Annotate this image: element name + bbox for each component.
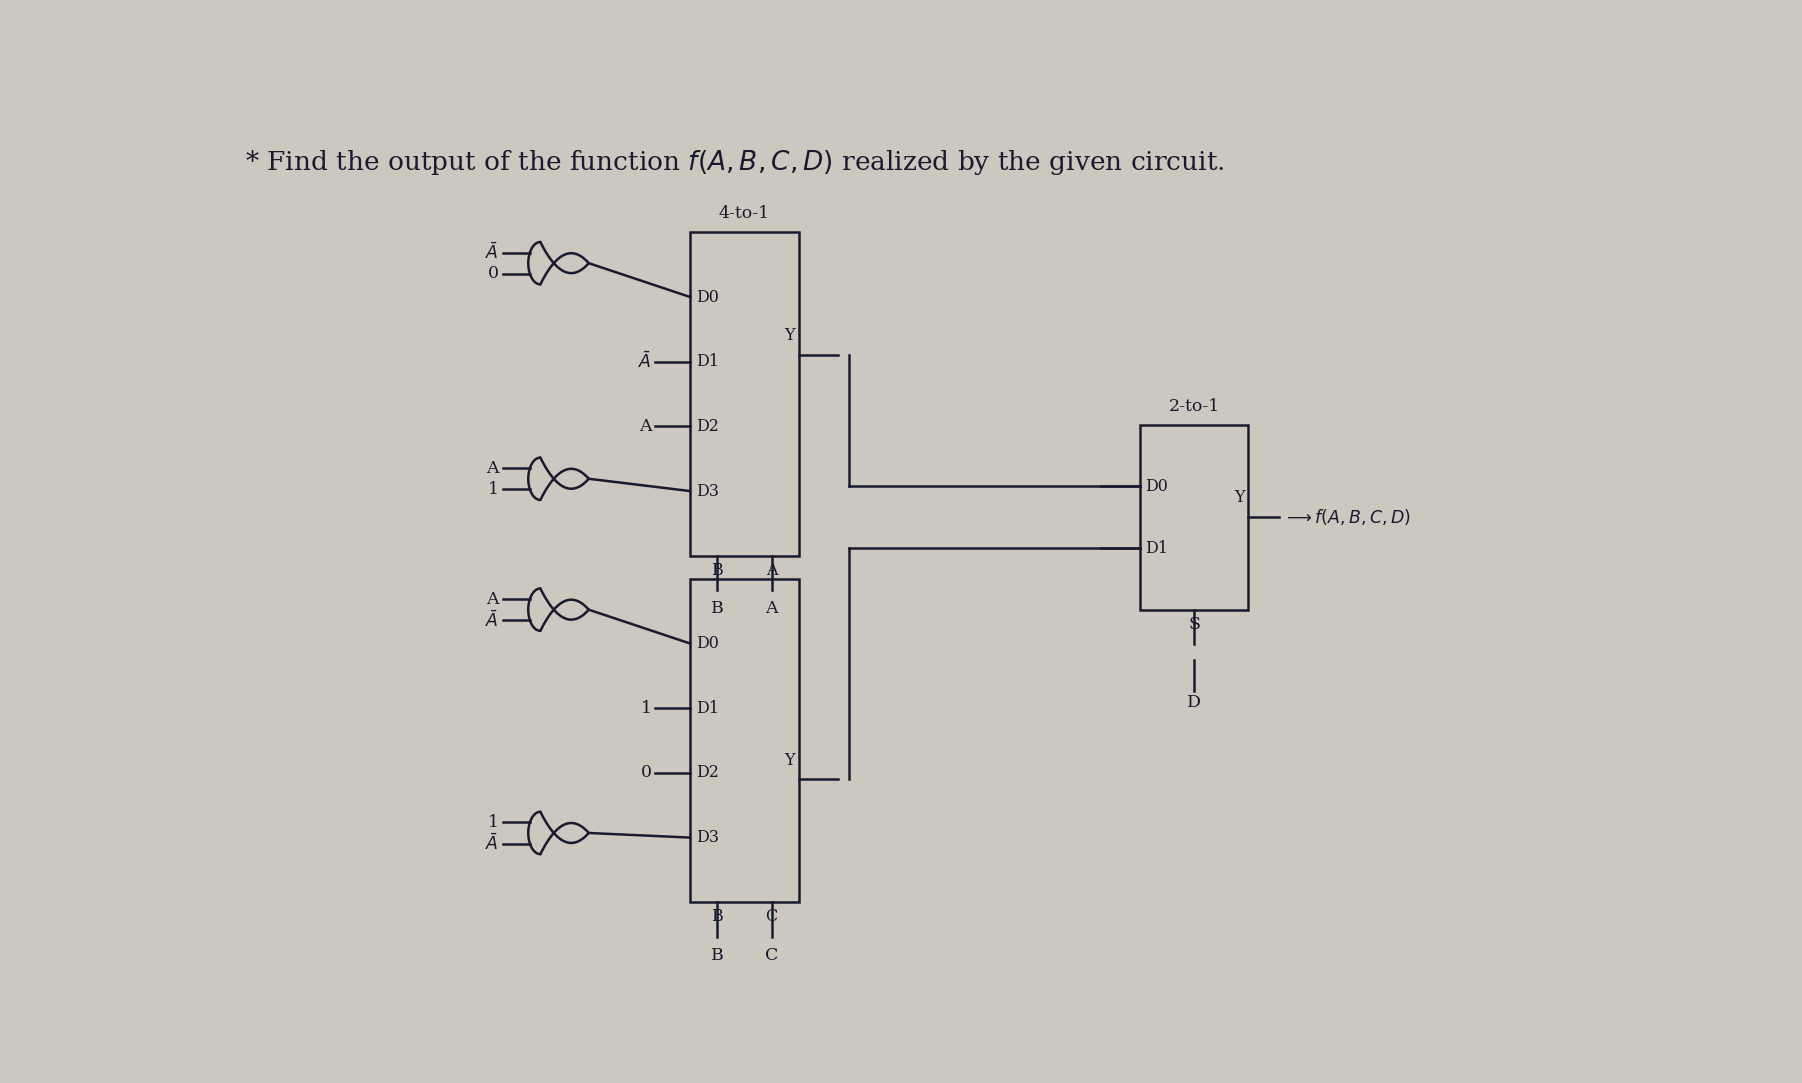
Text: D1: D1	[1146, 539, 1168, 557]
Text: D0: D0	[1146, 478, 1168, 495]
Text: $\bar{A}$: $\bar{A}$	[485, 833, 499, 853]
Text: Y: Y	[1234, 490, 1245, 507]
Text: D2: D2	[696, 418, 719, 435]
Text: A: A	[487, 459, 499, 477]
Text: 4-to-1: 4-to-1	[719, 206, 769, 222]
Text: 1: 1	[488, 481, 499, 498]
Text: A: A	[766, 562, 777, 579]
Text: S: S	[1188, 616, 1200, 632]
Text: $\bar{A}$: $\bar{A}$	[485, 610, 499, 630]
Text: 2-to-1: 2-to-1	[1168, 397, 1220, 415]
Text: D3: D3	[696, 830, 719, 846]
Text: B: B	[712, 909, 723, 926]
Bar	[1139, 425, 1249, 610]
Text: $\bar{A}$: $\bar{A}$	[485, 243, 499, 263]
Text: A: A	[487, 590, 499, 608]
Text: Y: Y	[784, 752, 795, 769]
Text: 0: 0	[640, 765, 652, 782]
Text: D1: D1	[696, 700, 719, 717]
Text: $\bar{A}$: $\bar{A}$	[638, 352, 652, 371]
Text: A: A	[766, 600, 778, 617]
Text: * Find the output of the function $f(A,B,C,D)$ realized by the given circuit.: * Find the output of the function $f(A,B…	[245, 147, 1224, 177]
Text: D: D	[1188, 694, 1200, 712]
Text: 0: 0	[488, 265, 499, 283]
Text: C: C	[764, 947, 778, 964]
Text: B: B	[712, 600, 724, 617]
Text: A: A	[640, 418, 652, 435]
Text: 1: 1	[640, 700, 652, 717]
Text: D3: D3	[696, 483, 719, 499]
Text: D1: D1	[696, 353, 719, 370]
Text: D0: D0	[696, 635, 719, 652]
Text: B: B	[712, 947, 724, 964]
Text: Y: Y	[784, 327, 795, 344]
Text: D0: D0	[696, 288, 719, 305]
Text: C: C	[766, 909, 778, 926]
Text: D2: D2	[696, 765, 719, 782]
Text: 1: 1	[488, 814, 499, 831]
Text: B: B	[712, 562, 723, 579]
Text: $\longrightarrow f(A, B, C, D)$: $\longrightarrow f(A, B, C, D)$	[1283, 507, 1411, 527]
Bar	[690, 579, 798, 902]
Bar	[690, 233, 798, 556]
